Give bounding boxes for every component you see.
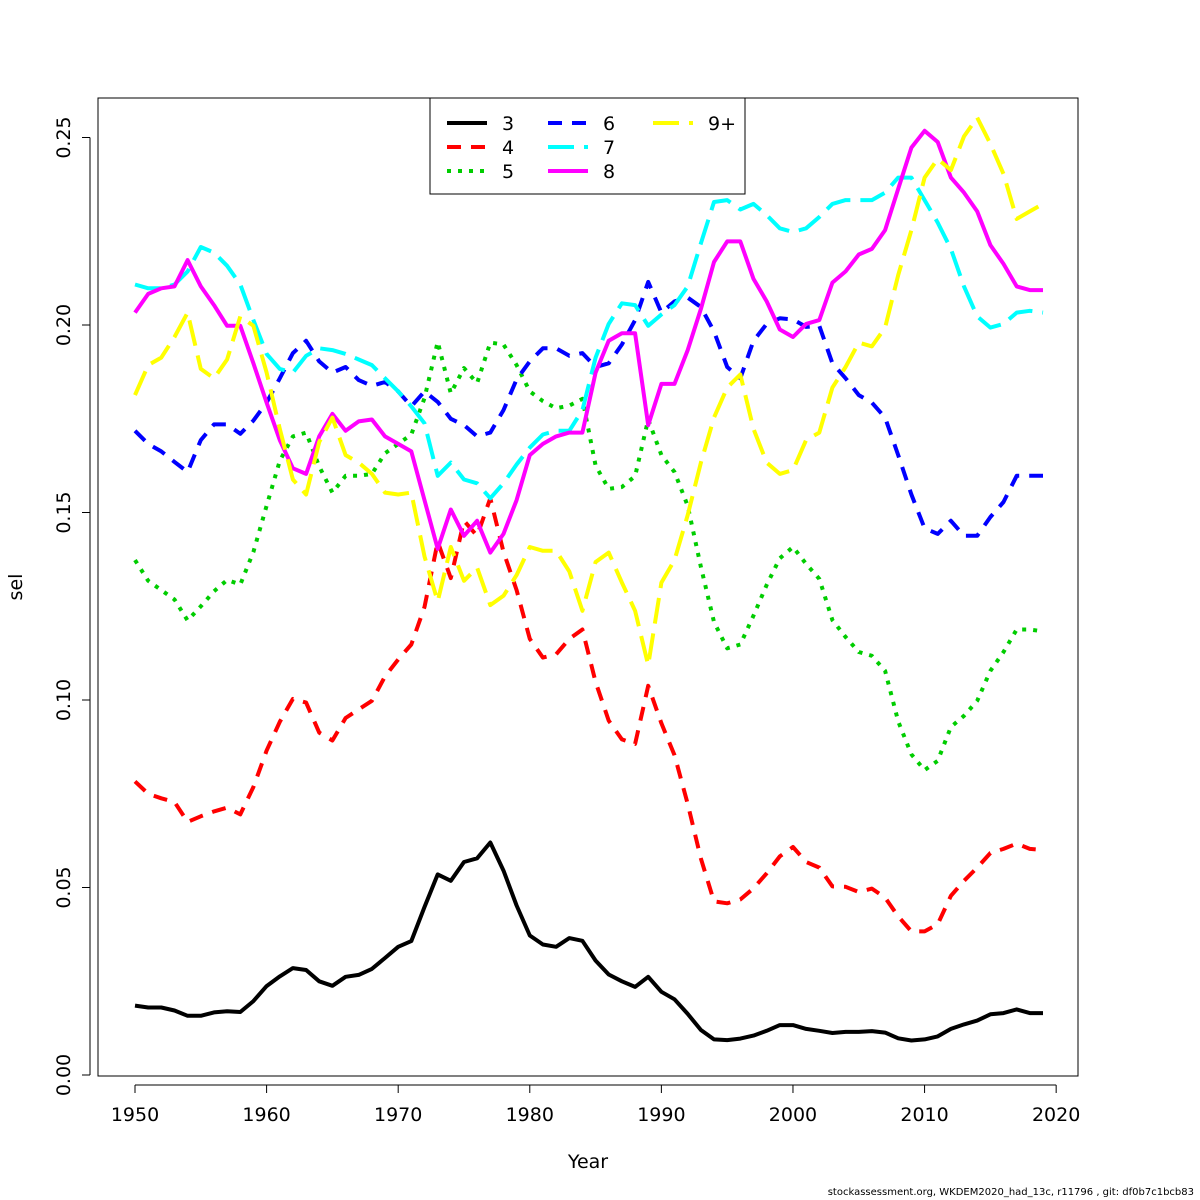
x-tick-label: 2020 (1032, 1104, 1080, 1126)
y-axis-label: sel (5, 574, 27, 601)
footer-credit: stockassessment.org, WKDEM2020_had_13c, … (827, 1187, 1194, 1198)
y-tick-label: 0.20 (53, 304, 75, 346)
axes: 1950 1960 1970 1980 1990 2000 2010 2020 0.00 0.05… (53, 116, 1080, 1126)
x-tick-label: 1980 (506, 1104, 554, 1126)
legend-label: 6 (603, 113, 615, 135)
series-group (133, 115, 1044, 1043)
x-tick-label: 1950 (111, 1104, 159, 1126)
x-axis-label: Year (567, 1151, 608, 1173)
legend-label: 4 (502, 137, 514, 159)
y-tick-label: 0.15 (53, 491, 75, 533)
series-line-9plus (133, 115, 1044, 668)
x-tick-label: 2010 (900, 1104, 948, 1126)
x-tick-label: 2000 (769, 1104, 817, 1126)
x-tick-label: 1960 (242, 1104, 290, 1126)
y-tick-label: 0.00 (53, 1054, 75, 1096)
series-line-8 (133, 128, 1043, 555)
y-tick-label: 0.05 (53, 866, 75, 908)
legend-label: 9+ (708, 113, 736, 135)
legend-label: 8 (603, 161, 615, 183)
y-tick-label: 0.25 (53, 116, 75, 158)
series-line-6 (133, 279, 1043, 538)
series-line-5 (133, 339, 1044, 773)
series-line-4 (133, 496, 1044, 934)
x-tick-label: 1990 (637, 1104, 685, 1126)
y-tick-label: 0.10 (53, 679, 75, 721)
x-tick-label: 1970 (374, 1104, 422, 1126)
legend-label: 5 (502, 161, 514, 183)
legend-label: 7 (603, 137, 615, 159)
legend-label: 3 (502, 113, 514, 135)
series-line-7 (134, 175, 1044, 501)
series-line-3 (134, 840, 1043, 1043)
legend: 345 678 9+ (429, 97, 746, 195)
